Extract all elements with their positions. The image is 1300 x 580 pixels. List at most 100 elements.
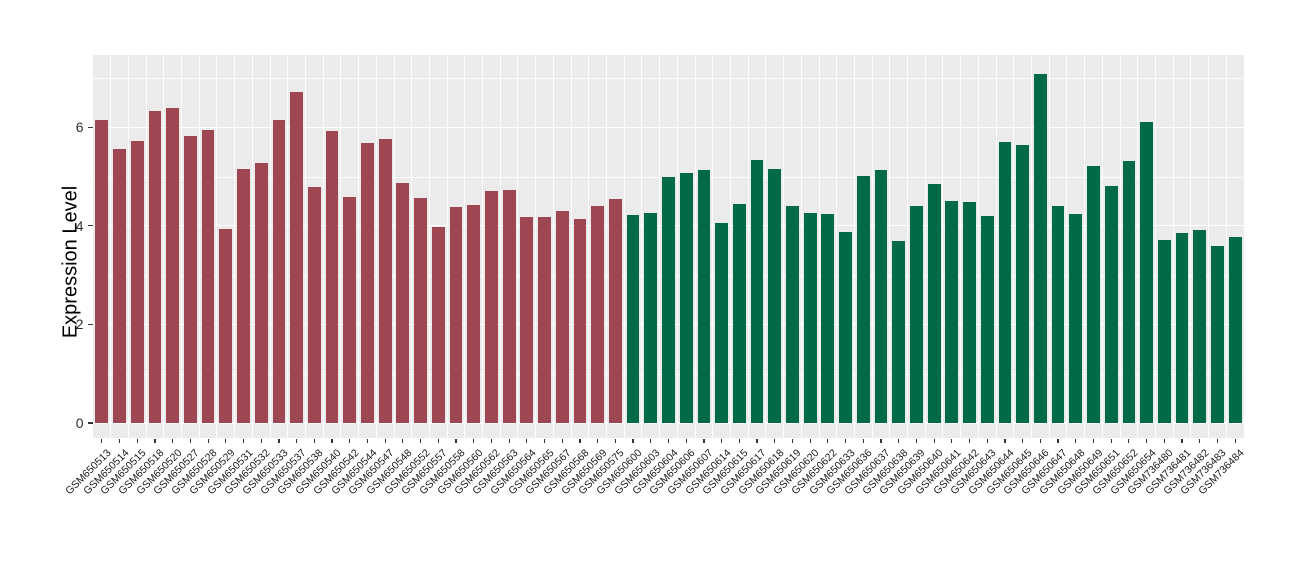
x-tick-mark <box>189 438 191 443</box>
x-tick-mark <box>172 438 174 443</box>
bar-GSM650637 <box>874 169 888 423</box>
x-tick-mark <box>419 438 422 443</box>
bar-GSM650647 <box>1051 205 1065 423</box>
bar-GSM650529 <box>219 228 233 423</box>
gridline-v <box>411 55 413 438</box>
gridline-v <box>1208 55 1210 438</box>
bar-GSM650641 <box>945 200 959 423</box>
gridline-v <box>535 55 537 438</box>
bar-GSM650638 <box>892 240 906 423</box>
gridline-v <box>765 55 767 438</box>
bar-GSM650544 <box>361 142 374 423</box>
gridline-v <box>623 55 625 438</box>
x-tick-mark <box>349 438 351 443</box>
x-tick-mark <box>508 438 510 443</box>
gridline-v <box>145 55 147 438</box>
bar-GSM650620 <box>803 212 817 423</box>
gridline-v <box>517 55 519 438</box>
y-axis-title: Expression Level <box>59 185 82 339</box>
plot-panel <box>93 55 1244 438</box>
gridline-v <box>800 55 802 438</box>
bar-GSM650645 <box>1016 145 1030 423</box>
gridline-v <box>1013 55 1015 438</box>
x-tick-mark <box>526 438 528 443</box>
gridline-v <box>127 55 129 438</box>
x-tick-mark <box>880 438 882 443</box>
x-tick-mark <box>862 438 864 443</box>
bar-GSM650618 <box>768 168 782 423</box>
x-tick-mark <box>1199 438 1201 443</box>
gridline-v <box>375 55 377 438</box>
gridline-v <box>269 55 271 438</box>
x-tick-mark <box>1146 438 1148 443</box>
bar-GSM650552 <box>414 197 427 423</box>
gridline-v <box>1084 55 1086 438</box>
bar-GSM650642 <box>963 202 976 423</box>
x-tick-mark <box>597 438 599 443</box>
gridline-v <box>1119 55 1121 438</box>
gridline-v <box>1066 55 1068 438</box>
gridline-v <box>446 55 448 438</box>
x-tick-mark <box>809 438 811 443</box>
bar-GSM650603 <box>644 212 658 423</box>
gridline-v <box>942 55 944 438</box>
bar-GSM650651 <box>1104 186 1118 423</box>
gridline-v <box>783 55 785 438</box>
x-tick-mark <box>1216 438 1219 443</box>
bar-GSM650606 <box>679 173 693 423</box>
bar-GSM650643 <box>980 216 994 423</box>
gridline-v <box>836 55 838 438</box>
bar-GSM650538 <box>307 187 321 423</box>
bar-GSM650565 <box>538 217 551 423</box>
bar-GSM650513 <box>95 120 109 423</box>
x-tick-mark <box>1163 438 1165 443</box>
bar-GSM650619 <box>786 206 799 423</box>
x-tick-mark <box>791 438 794 443</box>
gridline-v <box>1190 55 1192 438</box>
bar-GSM650547 <box>378 138 392 423</box>
gridline-h-minor <box>93 77 1244 79</box>
x-tick-mark <box>473 438 475 443</box>
x-tick-mark <box>118 438 121 443</box>
bar-GSM650560 <box>467 204 481 423</box>
x-tick-mark <box>1092 438 1095 443</box>
bar-GSM650537 <box>290 92 304 423</box>
gridline-v <box>1172 55 1174 438</box>
bar-GSM650532 <box>254 163 268 423</box>
x-tick-mark <box>242 438 245 443</box>
bar-GSM650528 <box>201 129 215 423</box>
y-tick-mark <box>87 323 93 325</box>
gridline-v <box>570 55 572 438</box>
x-tick-mark <box>384 438 386 443</box>
y-tick-label: 2 <box>75 316 84 333</box>
bar-GSM736480 <box>1157 239 1171 423</box>
gridline-v <box>287 55 289 438</box>
gridline-v <box>464 55 466 438</box>
bar-GSM650639 <box>910 206 923 423</box>
bar-GSM650568 <box>573 218 587 423</box>
bar-GSM650569 <box>591 206 605 423</box>
bar-GSM650649 <box>1087 166 1100 423</box>
bar-GSM650563 <box>502 190 516 423</box>
bar-GSM650636 <box>856 175 870 423</box>
gridline-v <box>871 55 873 438</box>
x-tick-mark <box>898 438 900 443</box>
gridline-v <box>340 55 342 438</box>
x-tick-mark <box>1039 438 1041 443</box>
bar-GSM650531 <box>237 168 250 423</box>
bar-GSM650654 <box>1140 122 1153 423</box>
x-tick-mark <box>632 438 634 443</box>
gridline-h-major <box>93 422 1244 424</box>
bar-GSM650527 <box>183 135 197 423</box>
x-tick-mark <box>721 438 723 443</box>
gridline-v <box>676 55 678 438</box>
y-tick-mark <box>87 225 93 227</box>
gridline-v <box>659 55 661 438</box>
bar-GSM650617 <box>750 159 764 423</box>
gridline-h-major <box>93 126 1244 128</box>
bar-GSM650520 <box>166 107 180 423</box>
x-tick-mark <box>437 438 439 443</box>
gridline-v <box>853 55 855 438</box>
gridline-v <box>1225 55 1227 438</box>
bar-GSM650557 <box>431 227 445 423</box>
